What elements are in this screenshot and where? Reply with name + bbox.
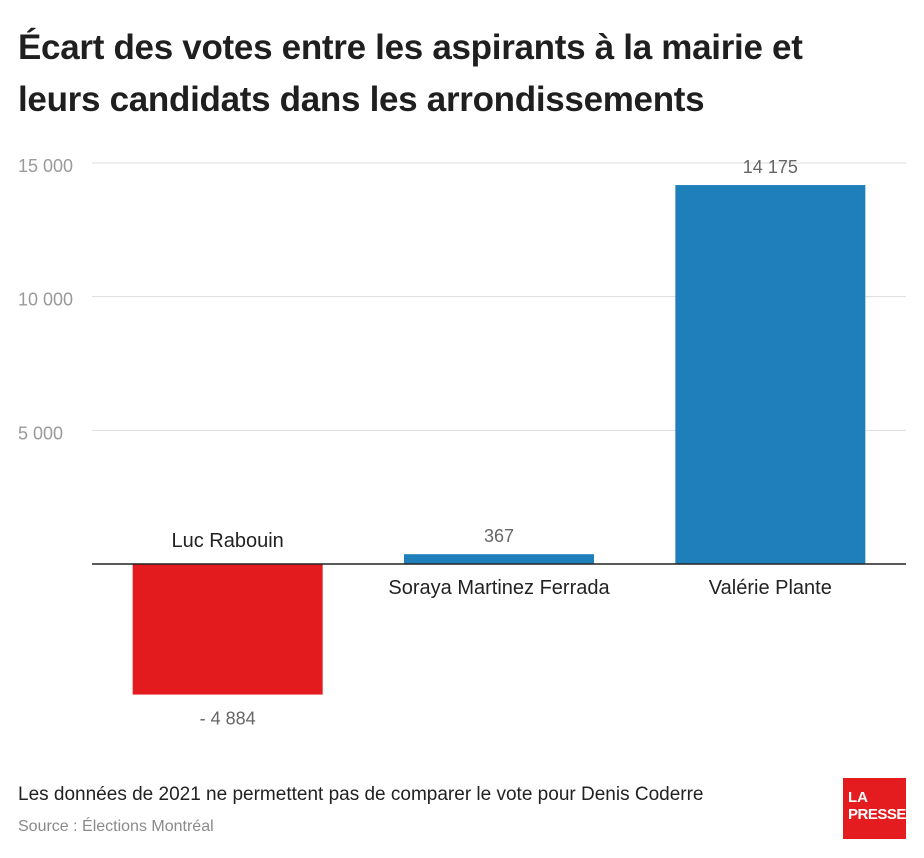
la-presse-logo: LA PRESSE	[843, 778, 906, 839]
y-tick-label: 10 000	[18, 290, 73, 310]
category-label: Soraya Martinez Ferrada	[388, 577, 610, 599]
category-label: Valérie Plante	[709, 577, 832, 599]
chart-title-line-1: Écart des votes entre les aspirants à la…	[18, 28, 803, 67]
y-axis-tick-labels: 5 000 10 000 15 000	[18, 156, 73, 443]
value-label: 14 175	[743, 157, 798, 177]
chart-title-line-2: leurs candidats dans les arrondissements	[18, 80, 705, 119]
logo-line-2: PRESSE	[848, 806, 906, 823]
bar	[404, 554, 594, 564]
source-note: Source : Élections Montréal	[18, 818, 214, 835]
logo-line-1: LA	[848, 789, 868, 806]
bar	[132, 564, 323, 695]
category-label: Luc Rabouin	[172, 530, 284, 552]
y-tick-label: 15 000	[18, 156, 73, 176]
chart-title: Écart des votes entre les aspirants à la…	[18, 22, 898, 126]
bar-labels: Luc Rabouin - 4 884 Soraya Martinez Ferrad…	[172, 157, 832, 729]
footnote: Les données de 2021 ne permettent pas de…	[18, 784, 704, 805]
bar-chart: 5 000 10 000 15 000 Luc Rabouin - 4 884 Sora…	[18, 156, 906, 729]
bar	[675, 185, 866, 564]
y-tick-label: 5 000	[18, 423, 63, 443]
bars	[132, 185, 866, 695]
value-label: 367	[484, 526, 514, 546]
value-label: - 4 884	[200, 709, 256, 729]
